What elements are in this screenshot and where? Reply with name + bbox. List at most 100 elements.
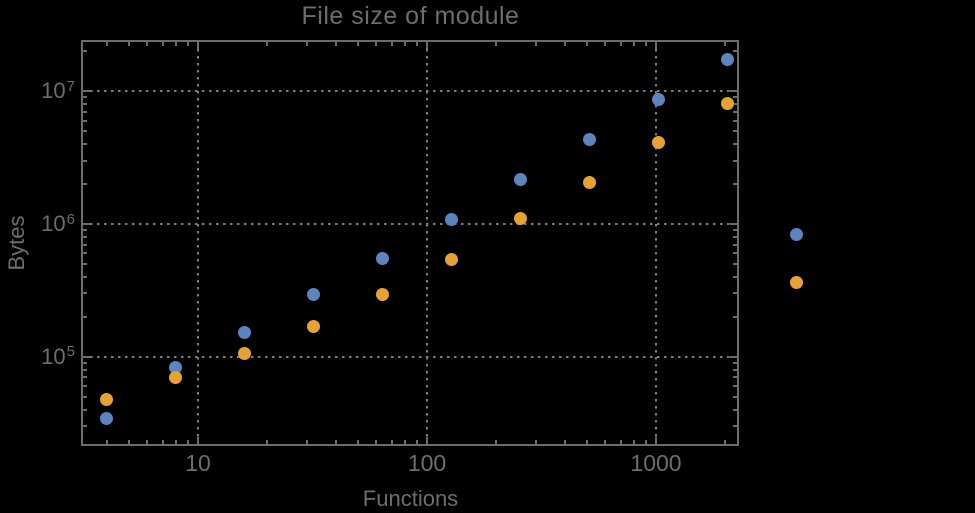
y-tick-mark (83, 110, 87, 113)
y-tick-label: 106 (41, 210, 75, 236)
y-tick-mark (730, 355, 737, 358)
y-tick-mark (733, 50, 737, 53)
y-tick-mark (83, 143, 87, 146)
x-tick-mark (146, 42, 149, 46)
x-tick-mark (161, 440, 164, 444)
x-tick-mark (186, 440, 189, 444)
y-tick-mark (83, 119, 87, 122)
x-tick-mark (375, 440, 378, 444)
x-tick-mark (334, 42, 337, 46)
h-gridline (83, 355, 737, 358)
y-tick-mark (83, 130, 87, 133)
x-tick-mark (375, 42, 378, 46)
data-point-orange (445, 253, 459, 267)
x-tick-mark (357, 440, 360, 444)
y-tick-mark (733, 143, 737, 146)
y-tick-mark (733, 229, 737, 232)
x-tick-mark (357, 42, 360, 46)
x-tick-mark (415, 42, 418, 46)
x-tick-mark (197, 42, 199, 49)
x-tick-mark (494, 440, 497, 444)
y-tick-mark (83, 368, 87, 371)
x-tick-mark (586, 42, 589, 46)
y-tick-mark (733, 425, 737, 428)
data-point-orange (238, 347, 252, 361)
x-tick-mark (655, 437, 657, 444)
data-point-orange (582, 176, 596, 190)
data-point-blue (513, 173, 527, 187)
data-point-blue (169, 360, 183, 374)
x-tick-mark (128, 440, 131, 444)
data-point-orange (720, 96, 734, 110)
y-tick-mark (733, 96, 737, 99)
x-tick-mark (632, 440, 635, 444)
x-tick-label: 1000 (630, 450, 682, 476)
data-point-orange (100, 392, 114, 406)
y-tick-mark (733, 368, 737, 371)
x-tick-mark (306, 440, 309, 444)
y-tick-mark (83, 96, 87, 99)
x-tick-mark (644, 440, 647, 444)
y-tick-mark (733, 361, 737, 364)
v-gridline (655, 42, 657, 444)
x-tick-mark (586, 440, 589, 444)
x-tick-mark (563, 440, 566, 444)
data-point-orange (513, 212, 527, 225)
y-tick-mark (733, 130, 737, 133)
y-tick-mark (83, 183, 87, 186)
y-tick-label: 105 (41, 343, 75, 369)
v-gridline (426, 42, 428, 444)
x-tick-mark (186, 42, 189, 46)
y-tick-mark (83, 252, 87, 255)
y-tick-mark (730, 90, 737, 93)
y-tick-mark (733, 315, 737, 318)
y-tick-mark (733, 262, 737, 265)
x-axis-label: Functions (362, 486, 459, 511)
y-tick-mark (83, 315, 87, 318)
chart-title: File size of module (301, 2, 520, 30)
x-tick-mark (563, 42, 566, 46)
y-tick-mark (733, 159, 737, 162)
y-tick-mark (733, 235, 737, 238)
x-tick-mark (174, 440, 177, 444)
x-tick-mark (619, 440, 622, 444)
x-tick-mark (426, 42, 428, 49)
x-tick-mark (105, 42, 108, 46)
y-tick-mark (83, 425, 87, 428)
y-tick-mark (733, 110, 737, 113)
h-gridline (83, 90, 737, 93)
data-point-orange (651, 136, 665, 150)
h-gridline (83, 223, 737, 225)
x-tick-mark (723, 42, 726, 46)
y-tick-mark (733, 395, 737, 398)
y-tick-mark (83, 229, 87, 232)
x-tick-mark (535, 42, 538, 46)
y-tick-mark (83, 385, 87, 388)
y-tick-mark (733, 275, 737, 278)
y-tick-mark (733, 103, 737, 106)
y-tick-mark (83, 223, 90, 225)
y-tick-mark (733, 292, 737, 295)
y-tick-mark (733, 119, 737, 122)
x-tick-mark (655, 42, 657, 49)
data-point-blue (376, 251, 390, 265)
y-tick-mark (83, 235, 87, 238)
y-tick-mark (83, 376, 87, 379)
x-tick-mark (306, 42, 309, 46)
x-tick-mark (403, 42, 406, 46)
y-tick-mark (733, 183, 737, 186)
y-tick-mark (83, 395, 87, 398)
y-tick-mark (83, 90, 90, 93)
x-tick-mark (390, 440, 393, 444)
data-point-orange (307, 319, 321, 333)
x-tick-mark (146, 440, 149, 444)
x-tick-label: 10 (185, 450, 211, 476)
data-point-blue (651, 93, 665, 107)
x-tick-mark (197, 437, 199, 444)
y-tick-mark (733, 376, 737, 379)
y-tick-mark (733, 408, 737, 411)
y-tick-mark (83, 275, 87, 278)
x-tick-mark (619, 42, 622, 46)
y-tick-mark (83, 355, 90, 358)
